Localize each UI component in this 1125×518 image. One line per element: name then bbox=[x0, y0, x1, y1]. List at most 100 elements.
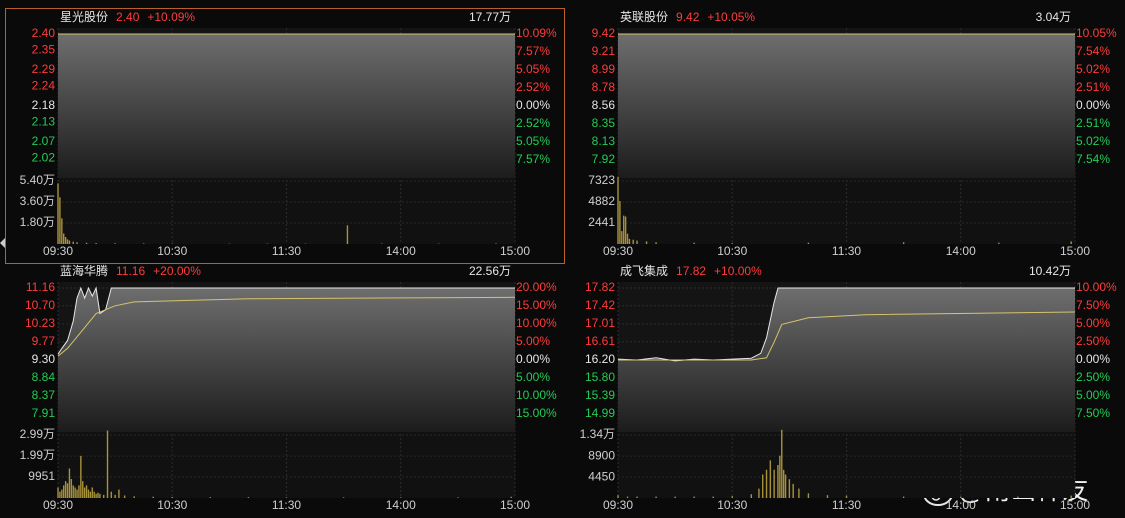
volume-bar bbox=[64, 481, 67, 498]
percent-tick-label: 10.05% bbox=[1076, 26, 1117, 40]
volume-bar bbox=[63, 233, 65, 244]
side-arrow[interactable] bbox=[0, 238, 5, 248]
volume-bar bbox=[346, 225, 349, 244]
price-tick-label: 8.84 bbox=[32, 370, 56, 384]
volume-bar bbox=[285, 497, 288, 498]
volume-bar bbox=[636, 240, 638, 244]
volume-panel bbox=[58, 432, 515, 498]
price-tick-label: 2.24 bbox=[32, 79, 56, 93]
volume-bar bbox=[902, 242, 905, 244]
volume-bar bbox=[78, 485, 80, 498]
time-tick-label: 11:30 bbox=[272, 498, 301, 512]
price-tick-label: 8.99 bbox=[592, 62, 616, 76]
volume-tick-label: 5.40万 bbox=[20, 173, 55, 187]
time-tick-label: 15:00 bbox=[500, 498, 530, 512]
price-tick-label: 9.30 bbox=[32, 352, 56, 366]
total-volume: 10.42万 bbox=[1029, 264, 1071, 278]
price-tick-label: 2.29 bbox=[32, 62, 56, 76]
volume-bar bbox=[209, 497, 212, 498]
volume-bar bbox=[902, 496, 905, 498]
volume-bar bbox=[712, 496, 714, 498]
volume-bar bbox=[750, 494, 752, 498]
time-tick-label: 14:00 bbox=[386, 244, 416, 258]
percent-tick-label: 7.57% bbox=[516, 44, 550, 58]
volume-bar bbox=[152, 496, 154, 498]
volume-bar bbox=[645, 241, 648, 244]
volume-bar bbox=[655, 242, 657, 244]
price-tick-label: 11.16 bbox=[26, 280, 55, 294]
volume-panel bbox=[618, 178, 1075, 244]
volume-tick-label: 2441 bbox=[588, 215, 615, 229]
percent-tick-label: 10.00% bbox=[1076, 280, 1117, 294]
volume-bar bbox=[617, 176, 619, 244]
volume-bar bbox=[70, 479, 73, 498]
average-line bbox=[57, 296, 516, 357]
header-name: 星光股份 bbox=[60, 10, 108, 24]
volume-bar bbox=[103, 494, 105, 498]
volume-bar bbox=[85, 242, 88, 244]
price-tick-label: 2.40 bbox=[32, 26, 56, 40]
header-change-text: +10.00% bbox=[714, 264, 762, 278]
price-tick-label: 17.82 bbox=[585, 280, 615, 294]
volume-bar bbox=[773, 469, 775, 498]
volume-bar bbox=[788, 479, 791, 498]
percent-tick-label: 7.54% bbox=[1076, 44, 1110, 58]
volume-panel bbox=[618, 432, 1075, 498]
volume-bar bbox=[624, 216, 627, 244]
percent-tick-label: 0.00% bbox=[516, 98, 550, 112]
time-tick-label: 09:30 bbox=[43, 244, 73, 258]
volume-bar bbox=[626, 496, 629, 498]
volume-bar bbox=[1070, 495, 1072, 498]
time-tick-label: 10:30 bbox=[717, 498, 747, 512]
volume-bar bbox=[457, 497, 459, 498]
volume-bar bbox=[765, 469, 768, 498]
volume-bar bbox=[510, 496, 512, 498]
volume-bar bbox=[59, 491, 61, 498]
volume-bar bbox=[114, 243, 116, 244]
percent-tick-label: 0.00% bbox=[1076, 352, 1110, 366]
total-volume: 22.56万 bbox=[469, 264, 511, 278]
time-tick-label: 10:30 bbox=[157, 498, 187, 512]
volume-tick-label: 9951 bbox=[28, 469, 55, 483]
volume-bar bbox=[74, 487, 76, 498]
volume-bar bbox=[80, 455, 82, 498]
price-tick-label: 10.70 bbox=[25, 298, 55, 312]
price-tick-label: 8.56 bbox=[592, 98, 616, 112]
volume-bar bbox=[95, 493, 97, 498]
volume-bar bbox=[110, 491, 113, 498]
volume-bar bbox=[758, 488, 760, 498]
time-tick-label: 14:00 bbox=[946, 244, 976, 258]
percent-tick-label: 10.00% bbox=[516, 388, 557, 402]
total-volume: 17.77万 bbox=[469, 10, 511, 24]
volume-bar bbox=[762, 474, 764, 498]
price-tick-label: 17.42 bbox=[585, 298, 615, 312]
price-tick-label: 9.42 bbox=[592, 26, 616, 40]
percent-tick-label: 7.57% bbox=[516, 152, 550, 166]
volume-bar bbox=[114, 494, 116, 498]
volume-bar bbox=[97, 492, 99, 498]
price-tick-label: 15.39 bbox=[585, 388, 615, 402]
volume-bar bbox=[655, 496, 657, 498]
volume-bar bbox=[845, 495, 848, 498]
volume-bar bbox=[998, 242, 1000, 244]
percent-tick-label: 0.00% bbox=[516, 352, 550, 366]
price-area bbox=[58, 34, 515, 178]
percent-tick-label: 0.00% bbox=[1076, 98, 1110, 112]
price-tick-label: 10.23 bbox=[25, 316, 55, 330]
volume-bar bbox=[628, 238, 631, 244]
time-tick-label: 11:30 bbox=[832, 498, 861, 512]
header-price-text: 9.42 bbox=[676, 10, 700, 24]
percent-tick-label: 5.00% bbox=[1076, 388, 1110, 402]
time-tick-label: 09:30 bbox=[603, 244, 633, 258]
volume-bar bbox=[85, 485, 88, 498]
volume-bar bbox=[960, 496, 962, 498]
volume-bar bbox=[792, 483, 794, 498]
volume-bar bbox=[57, 183, 59, 244]
volume-bar bbox=[64, 237, 67, 244]
volume-bar bbox=[826, 495, 829, 498]
volume-bar bbox=[123, 495, 126, 498]
percent-tick-label: 5.05% bbox=[516, 134, 550, 148]
volume-bar bbox=[76, 489, 78, 498]
price-tick-label: 16.20 bbox=[585, 352, 615, 366]
